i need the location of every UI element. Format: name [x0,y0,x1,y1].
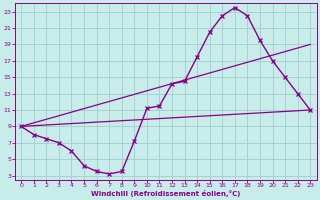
X-axis label: Windchill (Refroidissement éolien,°C): Windchill (Refroidissement éolien,°C) [91,190,240,197]
